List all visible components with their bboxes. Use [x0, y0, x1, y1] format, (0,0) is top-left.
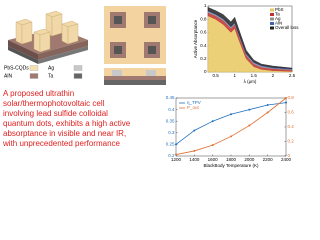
y2-tick-label: 0 [288, 153, 291, 158]
legend-label: P_out [187, 105, 200, 110]
y-tick-label: 0.35 [166, 118, 175, 123]
marker [248, 124, 251, 127]
marker [211, 120, 214, 123]
y-tick-label: 0.45 [166, 95, 175, 100]
marker [248, 108, 251, 111]
marker [266, 111, 269, 114]
legend-swatch [270, 22, 274, 25]
y-tick-label: 0.25 [166, 142, 175, 147]
y-tick-label: 0.2 [200, 56, 207, 61]
x-tick-label: 1200 [171, 157, 182, 162]
y2-tick-label: 0.2 [288, 139, 295, 144]
y2-tick-label: 0.8 [288, 95, 295, 100]
legend-label: Ag [48, 65, 54, 71]
y2-tick-label: 0.6 [288, 110, 295, 115]
marker [285, 101, 287, 104]
marker [211, 144, 214, 147]
marker [266, 103, 269, 106]
page: {"diagram":{"labels":["PbS-CQDs","Ag","A… [2, 3, 300, 169]
y-tick-label: 0.4 [168, 107, 175, 112]
x-axis-label: λ (μm) [244, 79, 257, 84]
marker [175, 153, 177, 156]
x-tick-label: 2.5 [289, 73, 296, 78]
material-legend: PbS-CQDs Ag AlN Ta [4, 65, 83, 79]
y-tick-label: 0.2 [168, 153, 175, 158]
y-tick-label: 0 [204, 69, 207, 74]
marker [230, 113, 232, 116]
legend-label: PbS-CQDs [4, 65, 29, 71]
legend-label: η_TPV [187, 100, 201, 105]
y-tick-label: 0.6 [200, 30, 207, 35]
legend-swatch [270, 26, 274, 30]
x-tick-label: 2200 [263, 157, 274, 162]
x-tick-label: 1400 [189, 157, 200, 162]
y2-tick-label: 0.4 [288, 124, 295, 129]
y-tick-label: 0.8 [200, 16, 207, 21]
legend-swatch [270, 17, 274, 21]
legend-swatch [270, 8, 274, 12]
charts: 0.5 1 1.5 2 2.5 0 0.2 0.4 0.6 0.8 1 λ (μm) Active Ab… [166, 3, 300, 168]
legend-label: Ta [48, 73, 54, 79]
device-3d [8, 10, 88, 64]
x-axis-label: BlackBody Temperature (K) [204, 163, 259, 168]
x-tick-label: 1.5 [251, 73, 258, 78]
x-tick-label: 1800 [226, 157, 237, 162]
legend-label: Overall loss [275, 25, 299, 30]
legend-swatch [73, 73, 83, 79]
legend-label: Ta [275, 12, 280, 17]
marker [193, 149, 196, 152]
legend-label: Ag [275, 16, 281, 21]
y-tick-label: 1 [204, 3, 207, 8]
x-tick-label: 1600 [208, 157, 219, 162]
legend-swatch [73, 65, 83, 71]
y-tick-label: 0.4 [200, 43, 207, 48]
area [207, 7, 293, 69]
x-tick-label: 2 [272, 73, 275, 78]
marker [193, 129, 196, 132]
y-tick-label: 0.3 [168, 130, 175, 135]
cross-section [104, 68, 166, 85]
legend-label: AlN [4, 73, 12, 79]
x-tick-label: 2400 [281, 157, 292, 162]
top-view [104, 6, 166, 64]
legend-label: AlN [275, 21, 282, 26]
legend-label: PbS [275, 7, 284, 12]
y-axis-label: Active Absorptance [193, 19, 198, 58]
legend-swatch [270, 13, 274, 16]
legend-swatch [29, 73, 39, 79]
x-tick-label: 1 [233, 73, 236, 78]
marker [175, 143, 177, 146]
marker [230, 135, 232, 138]
x-tick-label: 0.5 [213, 73, 220, 78]
caption: A proposed ultrathin solar/thermophotovol… [2, 89, 131, 148]
x-tick-label: 2000 [244, 157, 255, 162]
marker [285, 97, 287, 99]
legend-swatch [29, 65, 39, 71]
